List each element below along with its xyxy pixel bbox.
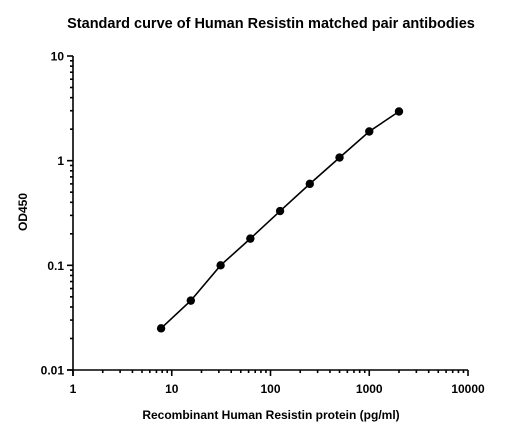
data-point [246,234,255,243]
data-point [394,107,404,116]
y-tick-label: 0.01 [41,364,65,378]
y-tick-label: 10 [51,50,65,64]
y-axis-label: OD450 [16,193,30,231]
x-tick-label: 1000 [356,382,383,396]
data-point [186,296,196,305]
chart-title: Standard curve of Human Resistin matched… [67,16,475,32]
axes: 0.01 0.1 1 10 1 10 100 1000 10000 [41,50,485,397]
data-point [275,206,285,216]
x-axis-label: Recombinant Human Resistin protein (pg/m… [142,408,399,422]
data-point [156,324,166,333]
x-tick-label: 10 [165,382,179,396]
data-point [305,179,314,189]
y-tick-label: 1 [57,154,64,168]
x-tick-label: 100 [260,382,280,396]
y-tick-label: 0.1 [47,259,64,273]
series-layer [156,107,404,333]
data-point [365,127,374,136]
data-point [216,261,225,270]
x-tick-label: 10000 [451,382,485,396]
x-tick-label: 1 [70,382,77,396]
data-point [335,153,344,162]
series-line [160,110,400,329]
